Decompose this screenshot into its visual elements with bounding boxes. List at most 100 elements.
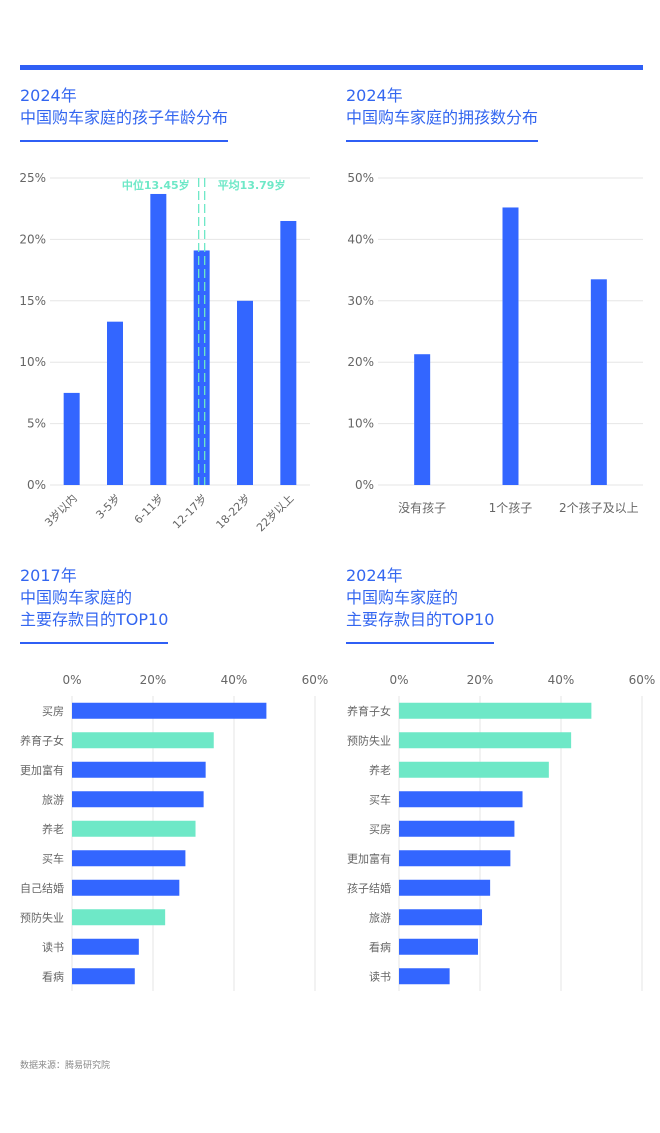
chart4-xtick-label: 20% (467, 673, 494, 687)
chart3-title-underline (20, 642, 168, 644)
chart4-bar (399, 909, 483, 926)
chart1-ytick-label: 5% (27, 417, 46, 431)
chart1-xtick-label: 12-17岁 (170, 491, 210, 531)
chart1-ytick-label: 10% (19, 355, 46, 369)
top-accent-bar (20, 65, 643, 70)
chart1-xtick-label: 6-11岁 (131, 491, 166, 526)
chart4-category-label: 更加富有 (347, 851, 391, 865)
chart1-title-text: 中国购车家庭的孩子年龄分布 (20, 108, 229, 127)
chart3-title: 2017年 中国购车家庭的 主要存款目的TOP10 (20, 565, 168, 631)
chart3-category-label: 养老 (42, 822, 64, 836)
chart3-xtick-label: 20% (140, 673, 167, 687)
chart4-category-label: 读书 (369, 969, 391, 983)
chart1-bar (193, 250, 210, 485)
chart2-bar (590, 279, 607, 485)
chart4-xtick-label: 0% (389, 673, 408, 687)
chart1-xtick-label: 22岁以上 (253, 491, 296, 534)
chart3-bar (72, 732, 214, 749)
chart1-ytick-label: 15% (19, 294, 46, 308)
chart4-category-label: 孩子结婚 (347, 881, 391, 895)
chart1-ytick-label: 0% (27, 478, 46, 492)
chart2-bar (502, 207, 519, 486)
chart3-bar (72, 761, 206, 778)
chart4-title-underline (346, 642, 494, 644)
chart3-xtick-label: 0% (62, 673, 81, 687)
chart1-title: 2024年 中国购车家庭的孩子年龄分布 (20, 85, 228, 129)
chart4-title-line1: 中国购车家庭的 (346, 588, 459, 607)
chart4-xtick-label: 60% (629, 673, 656, 687)
chart3-title-line2: 主要存款目的TOP10 (20, 610, 169, 629)
chart4-bar (399, 791, 523, 808)
chart1-median-label: 中位13.45岁 (122, 178, 190, 192)
chart2-ytick-label: 0% (355, 478, 374, 492)
chart1-bar (150, 193, 167, 486)
chart3-bar (72, 791, 204, 808)
chart3-xtick-label: 60% (302, 673, 329, 687)
chart2-title: 2024年 中国购车家庭的拥孩数分布 (346, 85, 538, 129)
chart4-bar (399, 850, 511, 867)
chart1-bar (107, 321, 123, 485)
chart3-category-label: 自己结婚 (20, 881, 64, 895)
chart1-xtick-label: 3岁以内 (42, 491, 80, 529)
chart3-bar (72, 820, 196, 837)
chart2-ytick-label: 20% (347, 355, 374, 369)
chart4-category-label: 预防失业 (347, 733, 391, 747)
chart3-category-label: 更加富有 (20, 763, 64, 777)
chart3-title-year: 2017年 (20, 566, 77, 585)
chart1-title-year: 2024年 (20, 86, 77, 105)
chart1-bar (63, 392, 80, 485)
chart3-bar (72, 850, 186, 867)
chart1-bar (280, 220, 297, 486)
chart4-title-line2: 主要存款目的TOP10 (346, 610, 495, 629)
chart3-bar (72, 702, 267, 719)
chart4-category-label: 养老 (369, 763, 391, 777)
chart3-category-label: 旅游 (42, 792, 64, 806)
chart3-category-label: 买车 (42, 851, 64, 865)
chart3-xtick-label: 40% (221, 673, 248, 687)
chart4-bar (399, 820, 515, 837)
chart1-ytick-label: 25% (19, 171, 46, 185)
chart4-category-label: 买车 (369, 792, 391, 806)
chart4-bar (399, 761, 549, 778)
chart3-bar (72, 968, 135, 985)
data-source: 数据来源：腾易研究院 (20, 1061, 111, 1071)
chart4-category-label: 买房 (369, 823, 391, 836)
chart3-bar (72, 909, 166, 926)
chart4-bar (399, 702, 592, 719)
chart3-bar (72, 879, 180, 896)
chart4-bar (399, 938, 478, 955)
chart2-ytick-label: 30% (347, 294, 374, 308)
chart4-title: 2024年 中国购车家庭的 主要存款目的TOP10 (346, 565, 494, 631)
chart2-ytick-label: 50% (347, 171, 374, 185)
chart4-bar (399, 968, 450, 985)
chart1-mean-label: 平均13.79岁 (218, 178, 286, 192)
chart4-title-year: 2024年 (346, 566, 403, 585)
chart3-category-label: 养育子女 (20, 733, 64, 747)
chart2-title-text: 中国购车家庭的拥孩数分布 (346, 108, 539, 127)
chart2-title-underline (346, 140, 538, 142)
chart1-xtick-label: 3-5岁 (93, 491, 123, 521)
chart3-category-label: 看病 (42, 969, 64, 983)
chart1-title-underline (20, 140, 228, 142)
chart4-bar (399, 879, 491, 896)
chart4-category-label: 旅游 (369, 910, 391, 924)
chart2-xtick-label: 没有孩子 (398, 500, 446, 515)
chart4-category-label: 养育子女 (347, 704, 391, 718)
chart2-ytick-label: 40% (347, 232, 374, 246)
chart2-bar (414, 354, 431, 485)
chart2-ytick-label: 10% (347, 417, 374, 431)
chart3-category-label: 预防失业 (20, 910, 64, 924)
chart1-ytick-label: 20% (19, 232, 46, 246)
chart3-category-label: 读书 (42, 940, 64, 954)
chart3-bar (72, 938, 139, 955)
chart4-bar (399, 732, 572, 749)
chart4-xtick-label: 40% (548, 673, 575, 687)
chart4-category-label: 看病 (369, 940, 391, 954)
chart1-xtick-label: 18-22岁 (213, 491, 253, 531)
chart1-bar (237, 300, 253, 485)
chart2-xtick-label: 2个孩子及以上 (559, 501, 639, 515)
chart2-xtick-label: 1个孩子 (489, 501, 533, 515)
chart3-category-label: 买房 (42, 705, 64, 718)
chart3-title-line1: 中国购车家庭的 (20, 588, 133, 607)
